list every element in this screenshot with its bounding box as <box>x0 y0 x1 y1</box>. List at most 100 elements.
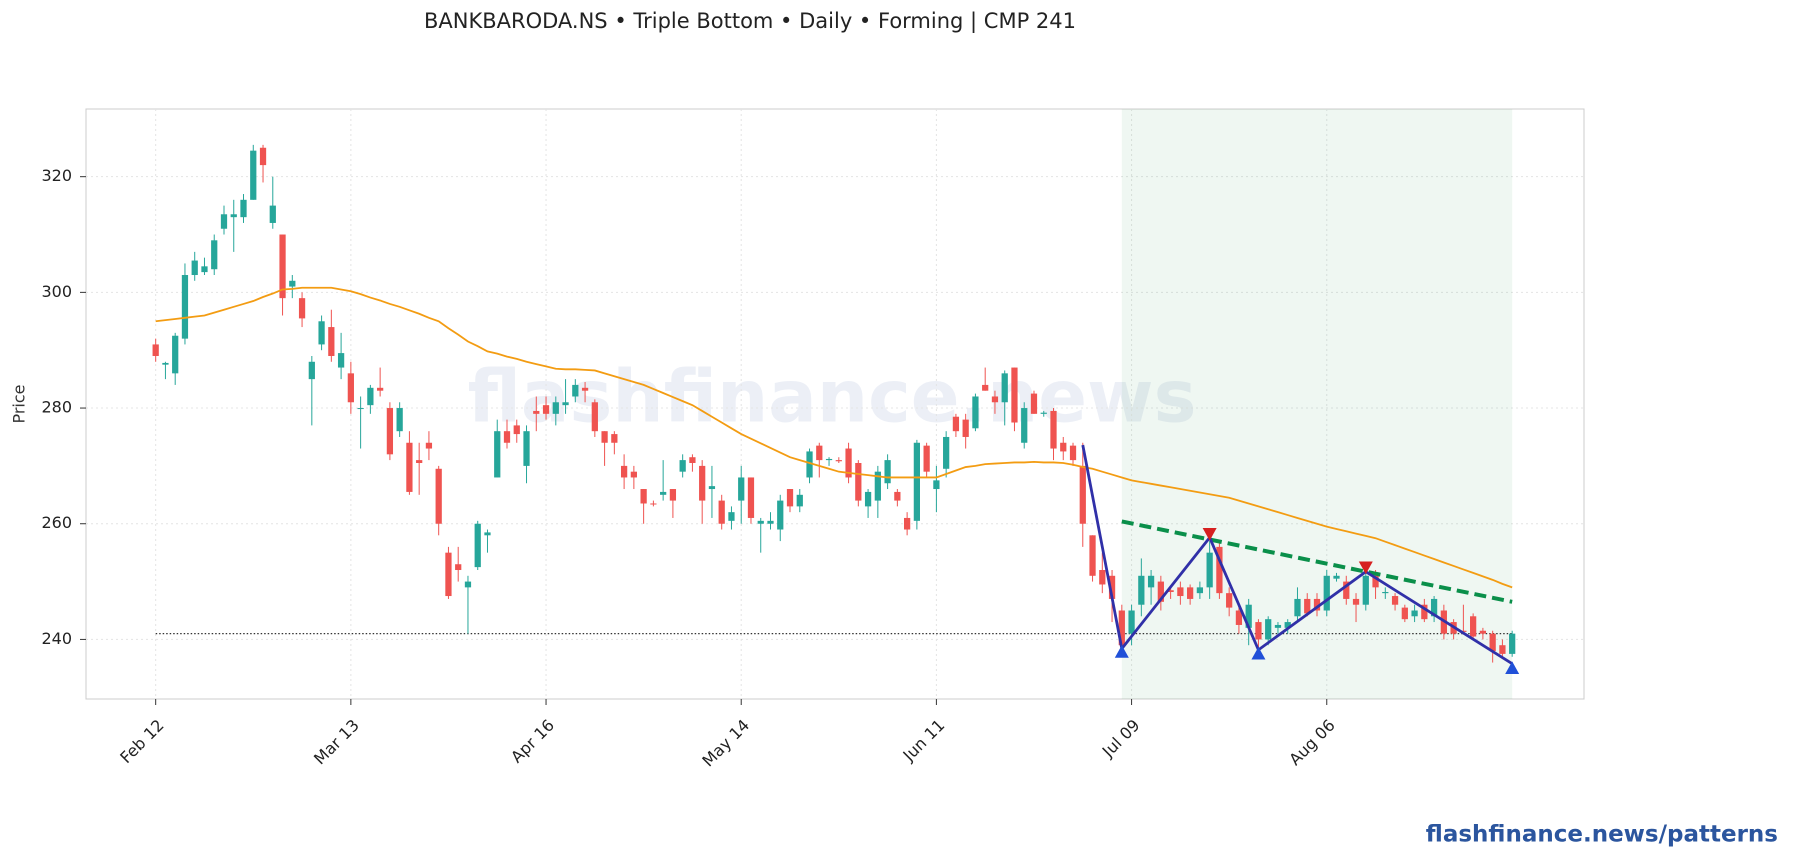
candle-body <box>620 465 628 478</box>
candle-body <box>1470 616 1477 637</box>
candle-body <box>1157 581 1164 602</box>
candle-body <box>728 512 735 521</box>
candle-body <box>777 500 784 530</box>
candle-body <box>279 234 286 299</box>
y-tick-label: 260 <box>41 513 72 532</box>
candle-body <box>913 442 921 521</box>
candle-body <box>786 489 794 507</box>
candle-body <box>1401 607 1408 620</box>
candle-body <box>825 458 833 461</box>
candle-body <box>1030 393 1038 414</box>
candle-body <box>562 402 569 406</box>
candle-body <box>1362 575 1369 605</box>
candle-body <box>933 480 940 490</box>
candle-body <box>269 205 276 223</box>
candle-body <box>572 384 579 397</box>
candle-body <box>328 327 335 356</box>
candle-body <box>308 361 315 380</box>
candle-body <box>1216 546 1223 594</box>
x-tick-label: Apr 16 <box>507 716 558 767</box>
peak-marker <box>1202 527 1217 541</box>
candle-body <box>1265 619 1272 640</box>
footer: flashfinance.news/patterns <box>1426 822 1778 848</box>
candle-body <box>884 460 891 484</box>
candle-body <box>1313 598 1321 611</box>
candle-body <box>377 387 384 391</box>
candle-body <box>337 353 345 368</box>
candle-body <box>201 266 208 273</box>
candle-body <box>972 396 979 429</box>
candle-body <box>1509 633 1516 654</box>
candle-body <box>386 408 394 455</box>
candle-body <box>1499 645 1506 654</box>
candle-body <box>1206 552 1213 588</box>
candle-body <box>259 147 267 166</box>
candle-body <box>903 517 911 530</box>
candle-body <box>708 486 716 490</box>
candle-body <box>855 463 862 501</box>
candle-body <box>1099 570 1106 585</box>
candle-body <box>1304 598 1311 614</box>
candle-body <box>923 445 930 472</box>
candle-body <box>1372 575 1379 588</box>
candle-body <box>1255 622 1262 640</box>
trough-marker <box>1251 646 1266 660</box>
candle-body <box>494 431 501 478</box>
candle-body <box>962 419 969 437</box>
candle-body <box>796 494 803 507</box>
candle-body <box>347 373 354 403</box>
candle-body <box>464 581 472 588</box>
candle-body <box>1147 575 1155 588</box>
y-axis-label: Price <box>10 384 29 423</box>
candle-body <box>396 408 403 432</box>
candle-body <box>1343 581 1350 599</box>
candle-body <box>425 442 433 449</box>
x-tick-label: Jun 11 <box>899 716 949 766</box>
candle-body <box>1226 593 1233 608</box>
x-tick-label: Jul 09 <box>1098 716 1144 762</box>
candle-body <box>581 387 589 391</box>
x-tick-label: Aug 06 <box>1285 716 1339 770</box>
y-tick-label: 280 <box>41 398 72 417</box>
candle-body <box>406 442 413 492</box>
candle-body <box>220 214 228 229</box>
candle-body <box>367 387 374 406</box>
candle-body <box>1138 575 1145 605</box>
candle-body <box>523 431 530 466</box>
candle-body <box>1128 610 1135 634</box>
candle-body <box>1011 367 1018 423</box>
pattern-line <box>1081 444 1513 665</box>
candle-body <box>298 298 306 319</box>
y-tick-label: 240 <box>41 629 72 648</box>
candle-body <box>1050 410 1057 449</box>
candle-body <box>982 384 989 391</box>
candle-body <box>445 552 452 597</box>
chart-title: BANKBARODA.NS • Triple Bottom • Daily • … <box>424 9 1076 34</box>
candle-body <box>816 445 823 461</box>
candle-body <box>650 503 657 505</box>
watermark: flashfinance.news <box>468 355 1197 439</box>
candle-body <box>1245 604 1252 628</box>
candle-body <box>357 408 364 410</box>
candle-body <box>718 500 725 524</box>
candle-body <box>416 460 423 463</box>
candle-body <box>513 425 520 435</box>
candle-body <box>845 448 852 478</box>
candle-body <box>152 344 159 356</box>
candle-body <box>1040 412 1047 414</box>
x-tick-label: Feb 12 <box>116 716 167 767</box>
candle-body <box>1196 587 1204 594</box>
candle-body <box>289 280 296 287</box>
candle-body <box>601 431 608 443</box>
candle-body <box>1108 575 1116 599</box>
candle-body <box>591 402 598 432</box>
candle-body <box>991 396 999 403</box>
candle-body <box>747 477 755 518</box>
candle-body <box>484 532 491 536</box>
peak-marker <box>1358 561 1373 575</box>
candle-body <box>1001 373 1008 403</box>
candle-body <box>630 471 637 478</box>
candle-body <box>689 457 696 463</box>
candle-body <box>1323 575 1330 611</box>
candle-body <box>640 489 647 504</box>
